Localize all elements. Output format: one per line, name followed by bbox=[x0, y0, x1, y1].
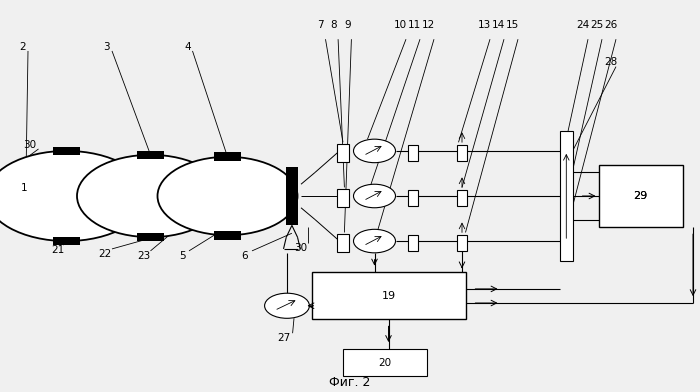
Bar bbox=[214, 152, 241, 161]
Bar bbox=[457, 190, 467, 206]
Bar bbox=[53, 237, 80, 245]
Bar bbox=[560, 131, 573, 261]
Text: 27: 27 bbox=[277, 333, 290, 343]
Bar bbox=[408, 190, 418, 206]
Text: 19: 19 bbox=[382, 291, 395, 301]
Text: 13: 13 bbox=[478, 20, 491, 31]
Text: 14: 14 bbox=[492, 20, 505, 31]
Text: 9: 9 bbox=[344, 20, 351, 31]
Text: 26: 26 bbox=[604, 20, 617, 31]
Text: 7: 7 bbox=[317, 20, 324, 31]
Text: 29: 29 bbox=[634, 191, 648, 201]
Text: 5: 5 bbox=[178, 250, 186, 261]
Bar bbox=[457, 145, 467, 161]
Circle shape bbox=[354, 139, 395, 163]
Circle shape bbox=[354, 229, 395, 253]
Text: 20: 20 bbox=[379, 358, 391, 368]
Text: 24: 24 bbox=[576, 20, 589, 31]
Bar bbox=[598, 165, 682, 227]
Bar bbox=[337, 144, 349, 162]
Text: 23: 23 bbox=[137, 250, 150, 261]
Bar bbox=[286, 167, 298, 225]
Text: 28: 28 bbox=[604, 57, 617, 67]
Text: 12: 12 bbox=[422, 20, 435, 31]
Text: 1: 1 bbox=[20, 183, 27, 193]
Text: 2: 2 bbox=[19, 42, 26, 52]
Text: 30: 30 bbox=[23, 140, 36, 150]
Bar bbox=[457, 235, 467, 251]
Text: 21: 21 bbox=[51, 245, 64, 255]
Bar bbox=[408, 145, 418, 161]
Bar bbox=[53, 147, 80, 155]
Text: 11: 11 bbox=[408, 20, 421, 31]
Bar bbox=[337, 234, 349, 252]
Circle shape bbox=[265, 293, 309, 318]
Text: Фиг. 2: Фиг. 2 bbox=[329, 376, 371, 389]
Text: 25: 25 bbox=[590, 20, 603, 31]
Bar bbox=[343, 349, 427, 376]
Text: 8: 8 bbox=[330, 20, 337, 31]
Text: 30: 30 bbox=[295, 243, 307, 253]
Bar bbox=[137, 233, 164, 241]
Text: 29: 29 bbox=[634, 191, 648, 201]
Text: 15: 15 bbox=[506, 20, 519, 31]
Text: 22: 22 bbox=[99, 249, 111, 259]
Bar bbox=[214, 231, 241, 240]
Circle shape bbox=[0, 151, 147, 241]
Text: 3: 3 bbox=[103, 42, 110, 52]
Circle shape bbox=[354, 184, 395, 208]
Bar bbox=[337, 189, 349, 207]
Bar bbox=[408, 235, 418, 251]
Text: 10: 10 bbox=[394, 20, 407, 31]
Bar bbox=[137, 151, 164, 159]
Circle shape bbox=[77, 155, 224, 237]
Circle shape bbox=[158, 157, 298, 235]
Text: 4: 4 bbox=[184, 42, 191, 52]
Text: 6: 6 bbox=[241, 250, 248, 261]
Bar bbox=[312, 272, 466, 319]
